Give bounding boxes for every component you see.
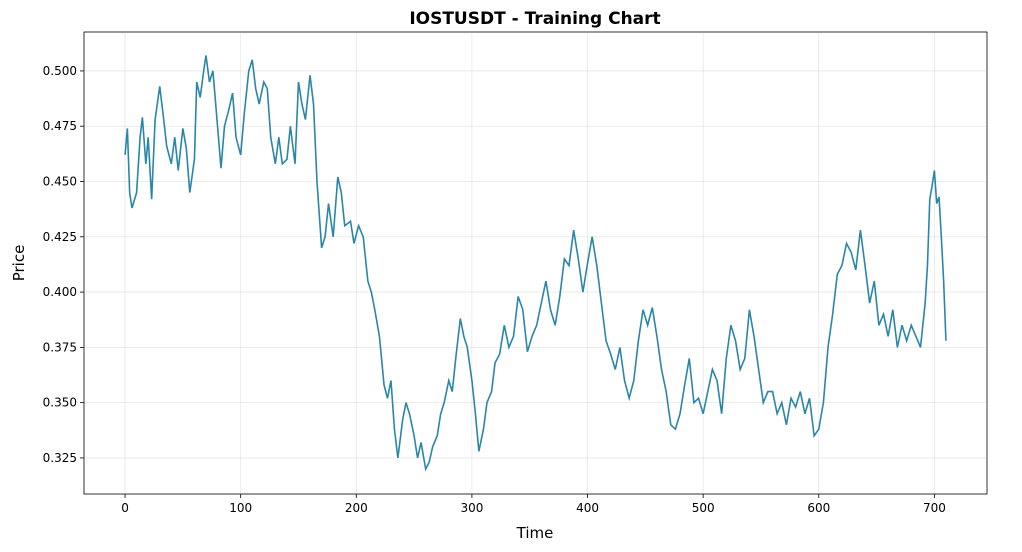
x-tick-label: 400	[576, 501, 599, 515]
y-tick-label: 0.425	[43, 230, 77, 244]
y-axis-label: Price	[10, 245, 28, 282]
x-tick-label: 200	[345, 501, 368, 515]
x-tick-label: 600	[807, 501, 830, 515]
y-tick-label: 0.475	[43, 119, 77, 133]
y-tick-label: 0.400	[43, 285, 77, 299]
y-tick-label: 0.450	[43, 175, 77, 189]
y-tick-label: 0.500	[43, 64, 77, 78]
x-tick-label: 0	[121, 501, 129, 515]
price-line	[124, 55, 947, 472]
chart-title: IOSTUSDT - Training Chart	[409, 9, 660, 29]
y-tick-label: 0.350	[43, 396, 77, 410]
x-tick-label: 500	[692, 501, 715, 515]
plot-frame	[83, 31, 988, 495]
x-tick-label: 100	[229, 501, 252, 515]
x-tick-label: 300	[460, 501, 483, 515]
y-tick-label: 0.325	[43, 451, 77, 465]
x-tick-label: 700	[923, 501, 946, 515]
y-tick-label: 0.375	[43, 340, 77, 354]
x-axis-label: Time	[516, 524, 554, 542]
